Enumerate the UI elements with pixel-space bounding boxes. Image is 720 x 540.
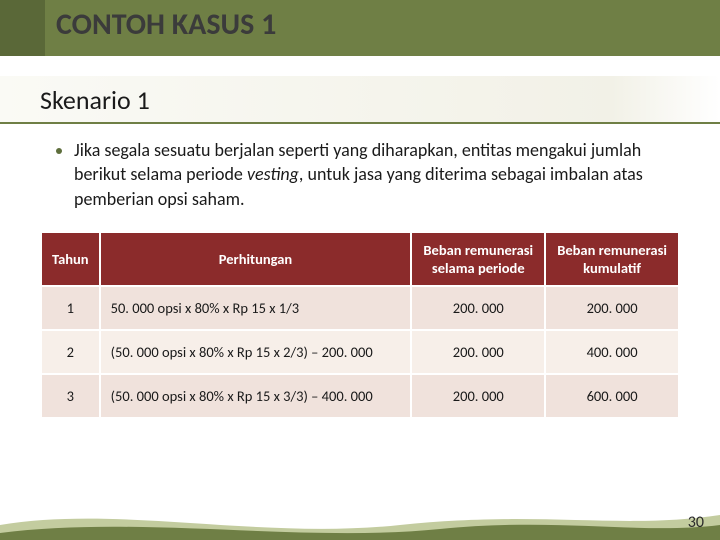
cell-perhitungan: (50. 000 opsi x 80% x Rp 15 x 2/3) – 200… — [100, 330, 412, 374]
cell-tahun: 3 — [41, 374, 100, 418]
table-header-row: Tahun Perhitungan Beban remunerasi selam… — [41, 232, 679, 286]
bullet-item: Jika segala sesuatu berjalan seperti yan… — [56, 138, 664, 211]
col-header-tahun: Tahun — [41, 232, 100, 286]
table-row: 3 (50. 000 opsi x 80% x Rp 15 x 3/3) – 4… — [41, 374, 679, 418]
footer-wave-icon — [0, 485, 720, 540]
col-header-beban-periode: Beban remunerasi selama periode — [411, 232, 545, 286]
remuneration-table: Tahun Perhitungan Beban remunerasi selam… — [40, 231, 680, 419]
cell-kumulatif: 600. 000 — [545, 374, 679, 418]
subtitle-text: Skenario 1 — [40, 84, 150, 116]
col-header-perhitungan: Perhitungan — [100, 232, 412, 286]
page-number: 30 — [688, 513, 704, 532]
cell-tahun: 1 — [41, 286, 100, 330]
col-header-beban-kumulatif: Beban remunerasi kumulatif — [545, 232, 679, 286]
subtitle-band: Skenario 1 — [0, 76, 720, 124]
cell-kumulatif: 400. 000 — [545, 330, 679, 374]
cell-tahun: 2 — [41, 330, 100, 374]
cell-kumulatif: 200. 000 — [545, 286, 679, 330]
bullet-text: Jika segala sesuatu berjalan seperti yan… — [74, 138, 664, 211]
bullet-dot-icon — [56, 148, 62, 154]
cell-perhitungan: 50. 000 opsi x 80% x Rp 15 x 1/3 — [100, 286, 412, 330]
cell-perhitungan: (50. 000 opsi x 80% x Rp 15 x 3/3) – 400… — [100, 374, 412, 418]
title-bar-accent — [0, 0, 45, 56]
cell-periode: 200. 000 — [411, 374, 545, 418]
title-bar: CONTOH KASUS 1 — [0, 0, 720, 56]
table-row: 1 50. 000 opsi x 80% x Rp 15 x 1/3 200. … — [41, 286, 679, 330]
bullet-italic: vesting — [247, 163, 299, 185]
cell-periode: 200. 000 — [411, 286, 545, 330]
cell-periode: 200. 000 — [411, 330, 545, 374]
table-row: 2 (50. 000 opsi x 80% x Rp 15 x 2/3) – 2… — [41, 330, 679, 374]
page-title: CONTOH KASUS 1 — [56, 6, 276, 43]
content-area: Jika segala sesuatu berjalan seperti yan… — [0, 124, 720, 211]
